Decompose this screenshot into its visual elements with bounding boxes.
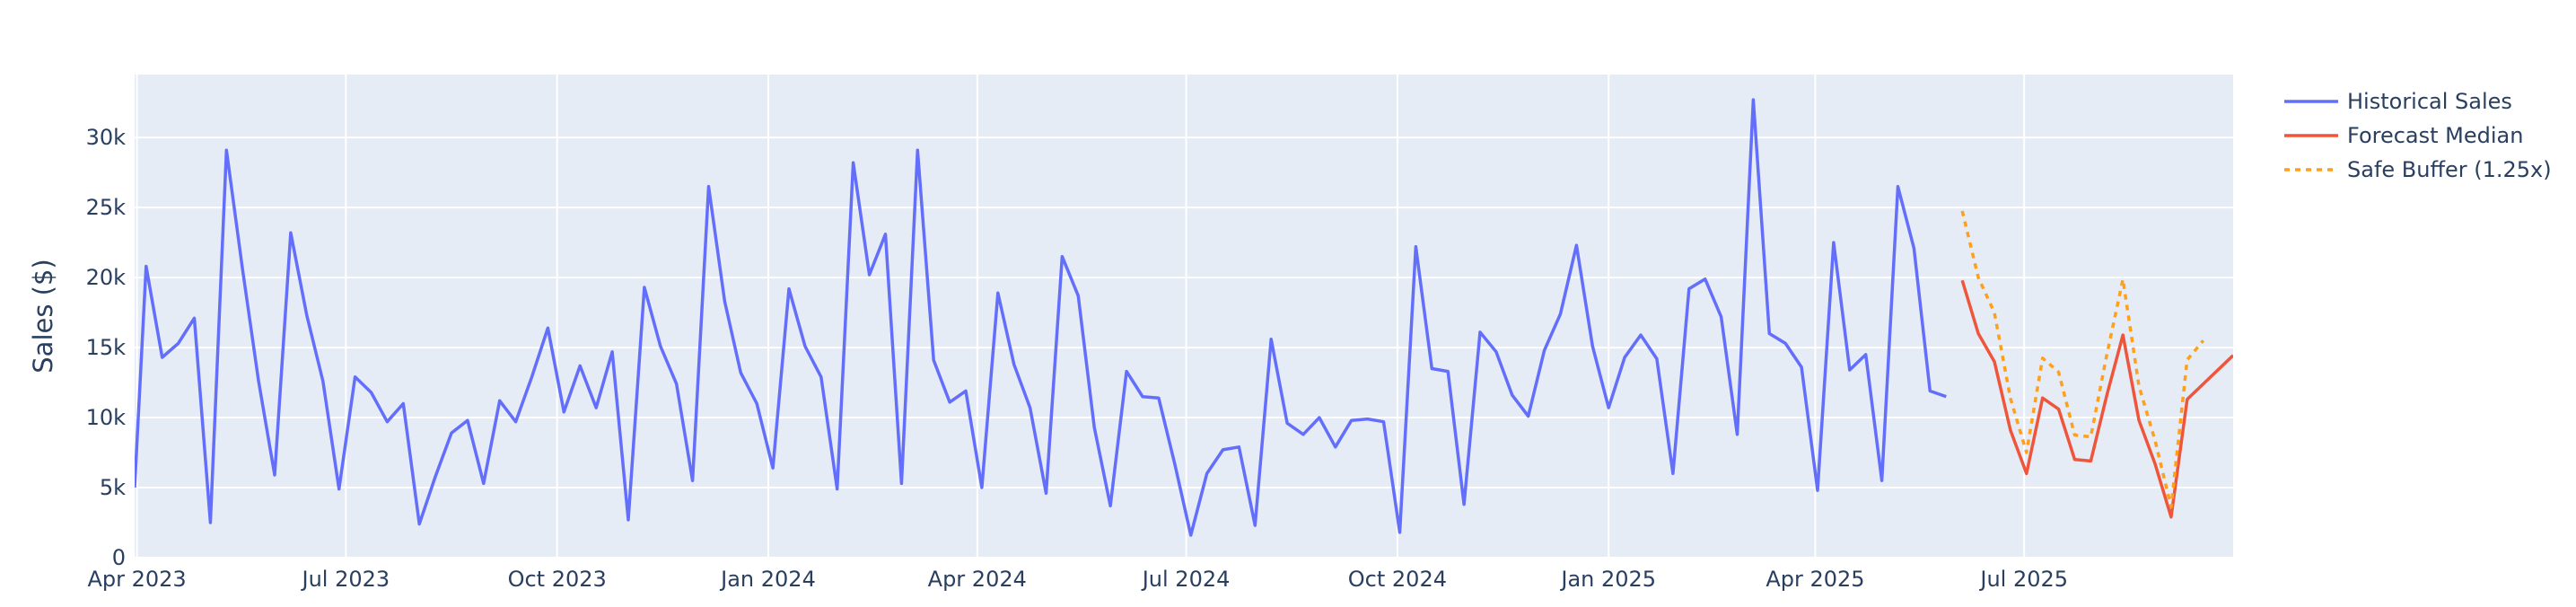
x-tick-label: Oct 2024 [1348, 567, 1447, 592]
x-tick-label: Jul 2024 [1141, 567, 1231, 592]
series-line-2 [1960, 210, 2205, 509]
x-tick-labels: Apr 2023 Jul 2023 Oct 2023 Jan 2024 Apr 2024… [87, 567, 2068, 592]
series-lines [135, 98, 2233, 537]
y-tick-label: 25k [86, 195, 127, 220]
y-tick-labels: 0 5k 10k 15k 20k 25k 30k [86, 125, 127, 570]
series-line-1 [1960, 279, 2233, 519]
legend-label: Historical Sales [2347, 89, 2512, 114]
legend-item-0[interactable]: Historical Sales [2284, 89, 2512, 114]
x-tick-label: Apr 2025 [1766, 567, 1864, 592]
legend-label: Forecast Median [2347, 123, 2523, 148]
y-tick-label: 10k [86, 405, 127, 430]
x-tick-label: Jul 2023 [300, 567, 390, 592]
y-tick-label: 5k [100, 475, 126, 500]
y-axis-title: Sales ($) [28, 259, 58, 373]
legend-item-2[interactable]: Safe Buffer (1.25x) [2284, 157, 2552, 182]
x-tick-label: Jul 2025 [1978, 567, 2068, 592]
plot-background [135, 75, 2233, 558]
x-gridlines [136, 75, 2026, 558]
y-gridlines [135, 136, 2233, 559]
x-tick-label: Jan 2025 [1559, 567, 1656, 592]
x-tick-label: Apr 2024 [928, 567, 1027, 592]
y-tick-label: 15k [86, 335, 127, 360]
legend-label: Safe Buffer (1.25x) [2347, 157, 2552, 182]
x-tick-label: Jan 2024 [719, 567, 816, 592]
x-tick-label: Apr 2023 [87, 567, 186, 592]
x-tick-label: Oct 2023 [508, 567, 607, 592]
y-tick-label: 20k [86, 265, 127, 290]
legend-item-1[interactable]: Forecast Median [2284, 123, 2523, 148]
y-tick-label: 0 [112, 545, 126, 570]
y-tick-label: 30k [86, 125, 127, 150]
series-line-0 [135, 98, 1947, 537]
legend[interactable]: Historical Sales Forecast Median Safe Buff… [2284, 89, 2552, 182]
